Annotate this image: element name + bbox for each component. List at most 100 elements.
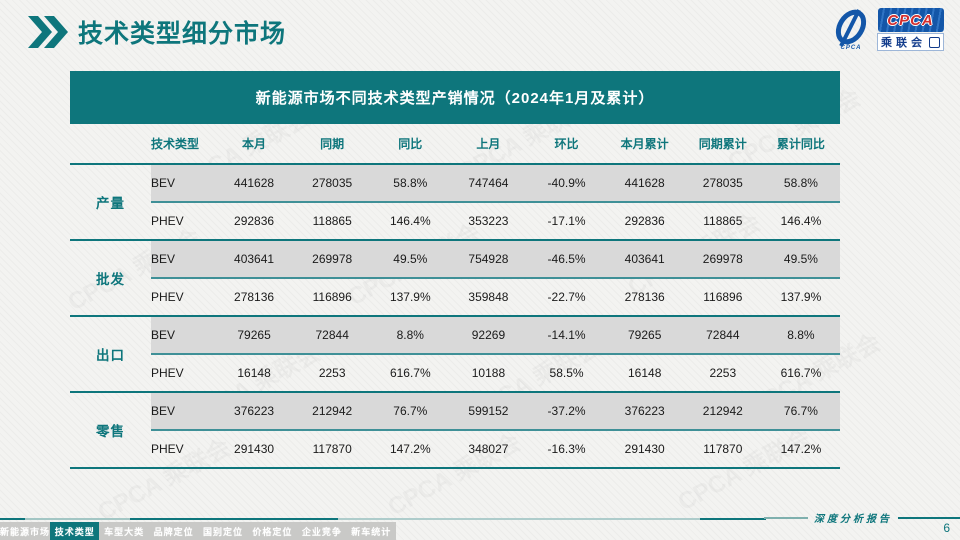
col-header-cum-yoy: 累计同比 — [776, 137, 825, 151]
table-row: BEV 403641 269978 49.5% 754928 -46.5% 40… — [151, 241, 840, 277]
value-cell: 616.7% — [780, 366, 822, 380]
value-cell: 76.7% — [393, 404, 428, 418]
tech-label: PHEV — [151, 366, 184, 380]
value-cell: 441628 — [624, 176, 665, 190]
value-cell: 16148 — [237, 366, 271, 380]
tech-label: BEV — [151, 176, 176, 190]
row-divider — [151, 201, 840, 203]
nav-item-new-car-stats[interactable]: 新车统计 — [351, 526, 392, 537]
col-header-month: 本月 — [242, 137, 267, 151]
table-row: BEV 441628 278035 58.8% 747464 -40.9% 44… — [151, 165, 840, 201]
table-row: BEV 79265 72844 8.8% 92269 -14.1% 79265 … — [151, 317, 840, 353]
table-row: PHEV 278136 116896 137.9% 359848 -22.7% … — [151, 279, 840, 315]
value-cell: 403641 — [624, 252, 665, 266]
value-cell: 49.5% — [393, 252, 428, 266]
nav-item-brand-position[interactable]: 品牌定位 — [153, 526, 194, 537]
table-header-row: 技术类型 本月 同期 同比 上月 环比 本月累计 同期累计 累计同比 — [151, 124, 840, 163]
value-cell: 278136 — [624, 290, 665, 304]
value-cell: 146.4% — [389, 214, 431, 228]
cpca-badge-text: CPCA — [887, 11, 934, 29]
value-cell: -17.1% — [547, 214, 586, 228]
col-header-month-cum: 本月累计 — [620, 137, 669, 151]
value-cell: 10188 — [471, 366, 506, 380]
nav-item-tech-type[interactable]: 技术类型 — [50, 522, 100, 540]
value-cell: 212942 — [312, 404, 353, 418]
group-production: 产量 BEV 441628 278035 58.8% 747464 -40.9%… — [70, 165, 840, 241]
value-cell: 291430 — [234, 442, 275, 456]
value-cell: 212942 — [702, 404, 743, 418]
header-divider — [70, 163, 840, 165]
col-header-yoy: 同比 — [398, 137, 423, 151]
value-cell: 8.8% — [396, 328, 424, 342]
tech-label: BEV — [151, 252, 176, 266]
double-chevron-icon — [28, 16, 68, 48]
value-cell: 754928 — [468, 252, 509, 266]
value-cell: 359848 — [468, 290, 509, 304]
tech-label: PHEV — [151, 442, 184, 456]
table-row: PHEV 292836 118865 146.4% 353223 -17.1% … — [151, 203, 840, 239]
logo-swirl: CPCA — [829, 8, 873, 51]
value-cell: 137.9% — [780, 290, 822, 304]
value-cell: 291430 — [624, 442, 665, 456]
value-cell: 8.8% — [787, 328, 815, 342]
nav-item-nev-market[interactable]: 新能源市场 — [0, 526, 51, 537]
value-cell: 376223 — [234, 404, 275, 418]
table-title: 新能源市场不同技术类型产销情况（2024年1月及累计） — [70, 71, 840, 124]
value-cell: 92269 — [471, 328, 506, 342]
tech-label: BEV — [151, 404, 176, 418]
col-header-same-period: 同期 — [320, 137, 345, 151]
value-cell: 58.5% — [549, 366, 584, 380]
value-cell: 72844 — [315, 328, 349, 342]
page-title: 技术类型细分市场 — [78, 20, 287, 48]
nav-item-model-class[interactable]: 车型大类 — [104, 526, 145, 537]
value-cell: 72844 — [706, 328, 740, 342]
value-cell: 147.2% — [780, 442, 822, 456]
value-cell: 292836 — [234, 214, 275, 228]
value-cell: 2253 — [709, 366, 737, 380]
report-label: 深度分析报告 — [814, 514, 892, 525]
value-cell: -40.9% — [547, 176, 586, 190]
tech-label: PHEV — [151, 214, 184, 228]
value-cell: 16148 — [628, 366, 662, 380]
page-header: 技术类型细分市场 — [28, 14, 286, 50]
row-divider — [151, 277, 840, 279]
value-cell: 137.9% — [389, 290, 431, 304]
org-name: 乘联会 — [881, 37, 926, 49]
cpca-badge: CPCA — [877, 8, 944, 32]
value-cell: 278136 — [234, 290, 275, 304]
cpca-logo: CPCA CPCA 乘联会 — [829, 8, 944, 51]
tech-label: PHEV — [151, 290, 184, 304]
value-cell: 117870 — [703, 442, 743, 456]
value-cell: -37.2% — [547, 404, 586, 418]
value-cell: -22.7% — [547, 290, 586, 304]
nav-item-enterprise-competition[interactable]: 企业竞争 — [301, 526, 342, 537]
value-cell: 116896 — [312, 290, 352, 304]
col-header-tech: 技术类型 — [151, 137, 200, 151]
value-cell: 376223 — [624, 404, 665, 418]
nav-item-price-position[interactable]: 价格定位 — [252, 526, 293, 537]
group-label: 出口 — [96, 348, 125, 363]
value-cell: 79265 — [628, 328, 662, 342]
nev-tech-table: 新能源市场不同技术类型产销情况（2024年1月及累计） 技术类型 本月 同期 同… — [70, 71, 840, 469]
value-cell: 58.8% — [393, 176, 428, 190]
value-cell: -14.1% — [547, 328, 586, 342]
tech-label: BEV — [151, 328, 176, 342]
value-cell: 79265 — [237, 328, 271, 342]
value-cell: 146.4% — [780, 214, 822, 228]
row-divider — [151, 429, 840, 431]
value-cell: 118865 — [703, 214, 743, 228]
value-cell: 348027 — [468, 442, 509, 456]
value-cell: -16.3% — [547, 442, 586, 456]
report-tag: 深度分析报告 — [764, 510, 960, 525]
value-cell: 616.7% — [389, 366, 431, 380]
org-name-box: 乘联会 — [877, 33, 944, 51]
row-divider — [151, 353, 840, 355]
col-header-last-month: 上月 — [476, 137, 501, 151]
value-cell: 278035 — [312, 176, 353, 190]
report-tag-line-right — [898, 516, 960, 519]
col-header-period-cum: 同期累计 — [698, 137, 747, 151]
report-tag-line-left — [764, 516, 808, 519]
value-cell: 403641 — [234, 252, 275, 266]
logo-swirl-subtext: CPCA — [840, 45, 862, 51]
nav-item-country-position[interactable]: 国别定位 — [202, 526, 243, 537]
